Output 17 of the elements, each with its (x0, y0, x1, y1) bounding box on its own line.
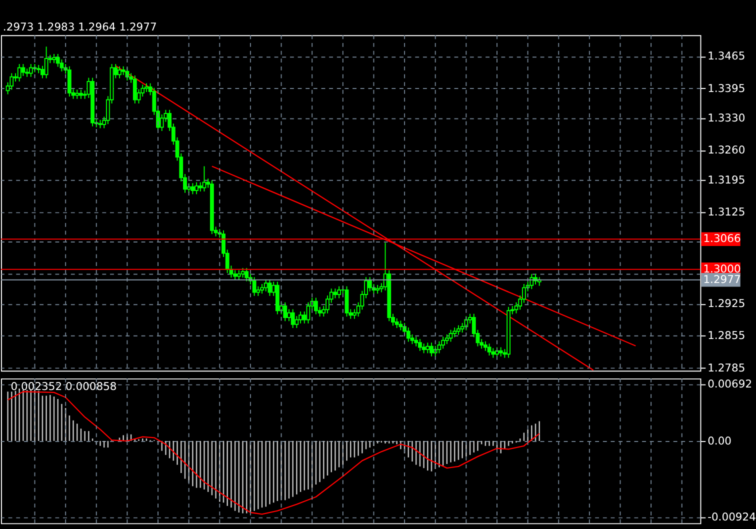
y-tick-label: 1.3260 (708, 144, 746, 157)
annotation: 0.002352 0.000858 (10, 380, 117, 394)
ref-line-label: 1.2977 (703, 272, 741, 286)
y-tick-label: 1.2925 (708, 297, 746, 310)
y-tick-label: 0.00 (708, 434, 732, 448)
y-tick-label: 1.3125 (708, 205, 746, 218)
ref-line-label: 1.3066 (703, 232, 741, 246)
y-tick-label: 1.3330 (708, 112, 746, 125)
y-tick-label: 1.3395 (708, 82, 746, 95)
y-tick-label: 0.00692 (708, 377, 752, 390)
y-tick-label: 1.2785 (708, 361, 746, 374)
ref-line-label: 1.3000 (703, 262, 741, 276)
y-tick-label: 1.3465 (708, 50, 746, 63)
y-tick-label: 1.2855 (708, 329, 746, 342)
text: .2973 1.2983 1.2964 1.2977 (2, 20, 157, 34)
y-tick-label: -0.00924 (708, 510, 756, 524)
y-tick-label: 1.3195 (708, 173, 746, 186)
